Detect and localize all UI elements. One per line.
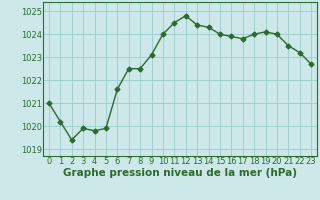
X-axis label: Graphe pression niveau de la mer (hPa): Graphe pression niveau de la mer (hPa): [63, 168, 297, 178]
